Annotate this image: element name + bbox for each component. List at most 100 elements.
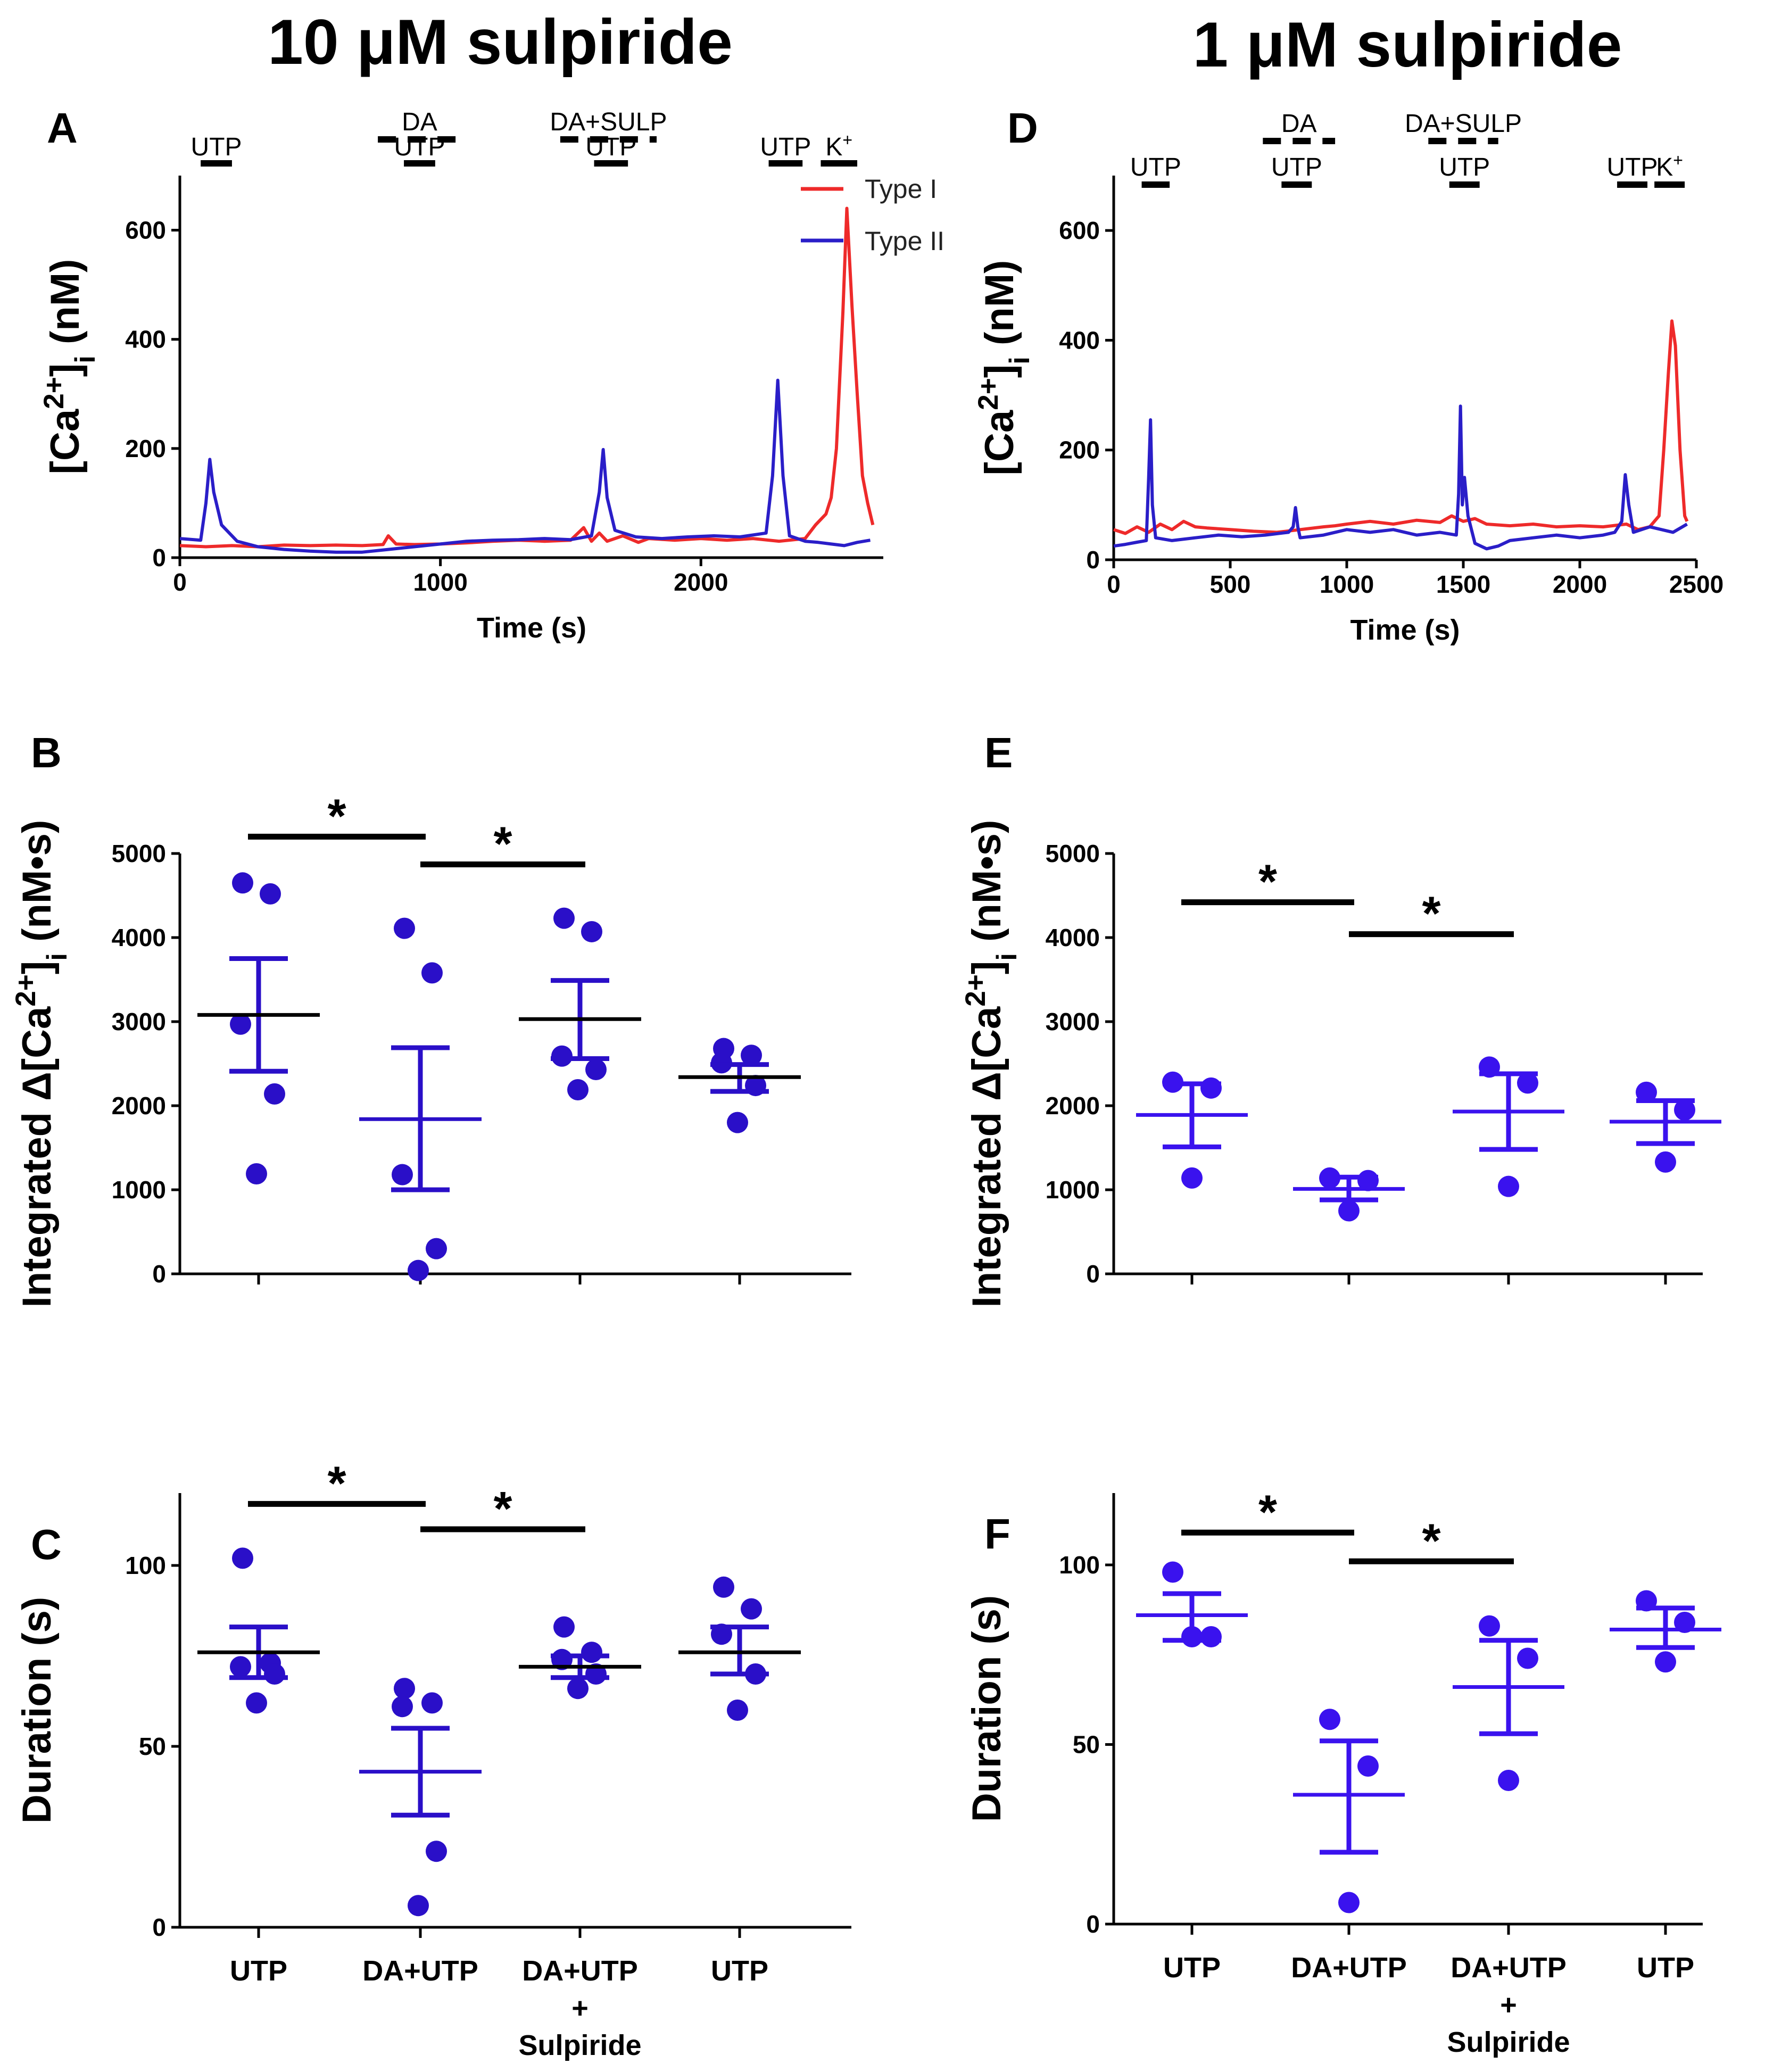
panel-c-duration: C 0 50 100 Duration (s) UTP DA+UTP DA+UTP + Sulpi… [14, 1457, 851, 2061]
data-point [421, 1692, 443, 1714]
y-tick-label: 3000 [1046, 1008, 1100, 1035]
data-point [1200, 1626, 1222, 1647]
stimulus-label: DA+SULP [1405, 110, 1522, 138]
data-point [264, 1083, 285, 1105]
y-axis-label: [Ca2+]i (nM) [38, 259, 101, 475]
significance-star: * [1258, 856, 1277, 909]
panel-f-duration: F 0 50 100 Duration (s) UTP DA+UTP DA+UTP + Sulpi… [964, 1486, 1721, 2058]
data-point [408, 1259, 429, 1281]
category-label: DA+UTP [522, 1955, 638, 1987]
y-tick-label: 4000 [1046, 924, 1100, 951]
y-axis-label: Duration (s) [14, 1597, 60, 1824]
category-label: Sulpiride [1447, 2026, 1570, 2058]
data-point [246, 1163, 267, 1184]
stimulus-label: K+ [1656, 151, 1683, 181]
category-label: + [571, 1992, 589, 2024]
data-point [553, 1616, 575, 1638]
series-line-type-ii [179, 378, 871, 554]
significance-star: * [1422, 1514, 1440, 1568]
data-point [551, 1045, 573, 1067]
x-tick-label: 0 [173, 568, 187, 596]
category-label: UTP [1163, 1952, 1221, 1984]
y-tick-label: 200 [125, 435, 166, 462]
data-point [585, 1059, 607, 1081]
title-right: 1 μM sulpiride [1193, 9, 1622, 80]
y-axis-label: [Ca2+]i (nM) [973, 260, 1035, 476]
data-point [1200, 1077, 1222, 1099]
data-point [1357, 1755, 1379, 1777]
y-tick-label: 200 [1059, 436, 1100, 464]
y-axis-label: Integrated Δ[Ca2+]i (nM•s) [10, 820, 73, 1308]
significance-star: * [1422, 888, 1440, 941]
data-point [426, 1238, 447, 1259]
data-point [1319, 1709, 1340, 1730]
data-point [1517, 1647, 1538, 1669]
y-tick-label: 4000 [112, 924, 166, 951]
y-tick-label: 0 [152, 1260, 166, 1288]
data-point [553, 907, 575, 929]
stimulus-label: DA [1281, 110, 1317, 138]
stimulus-label: UTP [191, 133, 242, 161]
data-point [1181, 1167, 1203, 1189]
y-tick-label: 100 [125, 1552, 166, 1579]
panel-d-calcium-trace: D 0 500 1000 1500 2000 2500 0 200 400 600 Time (s) [… [973, 104, 1724, 646]
panel-label: F [984, 1510, 1010, 1557]
category-label: + [1500, 1989, 1517, 2021]
y-tick-label: 1000 [1046, 1176, 1100, 1204]
data-point [1338, 1200, 1360, 1222]
significance-star: * [1258, 1486, 1277, 1539]
panel-a-calcium-trace: A 0 1000 2000 0 200 400 600 Time (s) [Ca2+]i (nM)… [38, 104, 945, 644]
data-point [394, 917, 415, 939]
y-tick-label: 0 [1086, 1910, 1100, 1938]
data-point [230, 1013, 251, 1035]
data-point [1338, 1892, 1360, 1913]
y-tick-label: 5000 [112, 840, 166, 867]
series-line-type-i [179, 206, 875, 549]
y-tick-label: 2000 [1046, 1092, 1100, 1120]
x-axis-label: Time (s) [1350, 614, 1460, 646]
legend-label-type-ii: Type II [865, 226, 944, 256]
y-tick-label: 100 [1059, 1551, 1100, 1579]
y-tick-label: 600 [125, 217, 166, 244]
panel-e-integrated-calcium: E 0 1000 2000 3000 4000 5000 Integrated Δ[Ca2+]… [960, 729, 1721, 1307]
x-tick-label: 1500 [1436, 570, 1490, 598]
data-point [581, 1642, 602, 1663]
y-tick-label: 3000 [112, 1008, 166, 1035]
x-axis-label: Time (s) [477, 612, 586, 644]
y-tick-label: 1000 [112, 1176, 166, 1204]
series-line-type-i [1113, 319, 1689, 535]
y-tick-label: 0 [152, 1913, 166, 1941]
data-point [260, 883, 281, 905]
data-point [394, 1678, 415, 1700]
data-point [1517, 1072, 1538, 1094]
significance-star: * [327, 1457, 346, 1510]
category-label: UTP [1637, 1952, 1694, 1984]
category-label: DA+UTP [362, 1955, 478, 1987]
data-point [727, 1700, 748, 1721]
data-point [408, 1895, 429, 1917]
stimulus-label: UTP [1271, 153, 1322, 181]
stimulus-label: DA+SULP [550, 108, 667, 136]
data-point [1655, 1151, 1676, 1173]
y-tick-label: 50 [139, 1733, 166, 1760]
stimulus-label: UTP [760, 133, 811, 161]
data-point [421, 962, 443, 984]
x-tick-label: 1000 [413, 568, 467, 596]
data-point [1636, 1081, 1657, 1103]
data-point [581, 921, 602, 942]
category-label: DA+UTP [1291, 1952, 1407, 1984]
data-point [1479, 1615, 1500, 1637]
significance-star: * [493, 1482, 512, 1536]
data-point [246, 1692, 267, 1714]
panel-label: C [31, 1521, 62, 1568]
data-point [230, 1656, 251, 1678]
data-point [392, 1164, 413, 1186]
panel-label: E [984, 729, 1013, 776]
data-point [392, 1696, 413, 1718]
x-tick-label: 2000 [1553, 570, 1607, 598]
data-point [727, 1112, 748, 1133]
stimulus-label: UTP [1130, 153, 1181, 181]
y-tick-label: 2000 [112, 1092, 166, 1120]
data-point [713, 1576, 734, 1598]
